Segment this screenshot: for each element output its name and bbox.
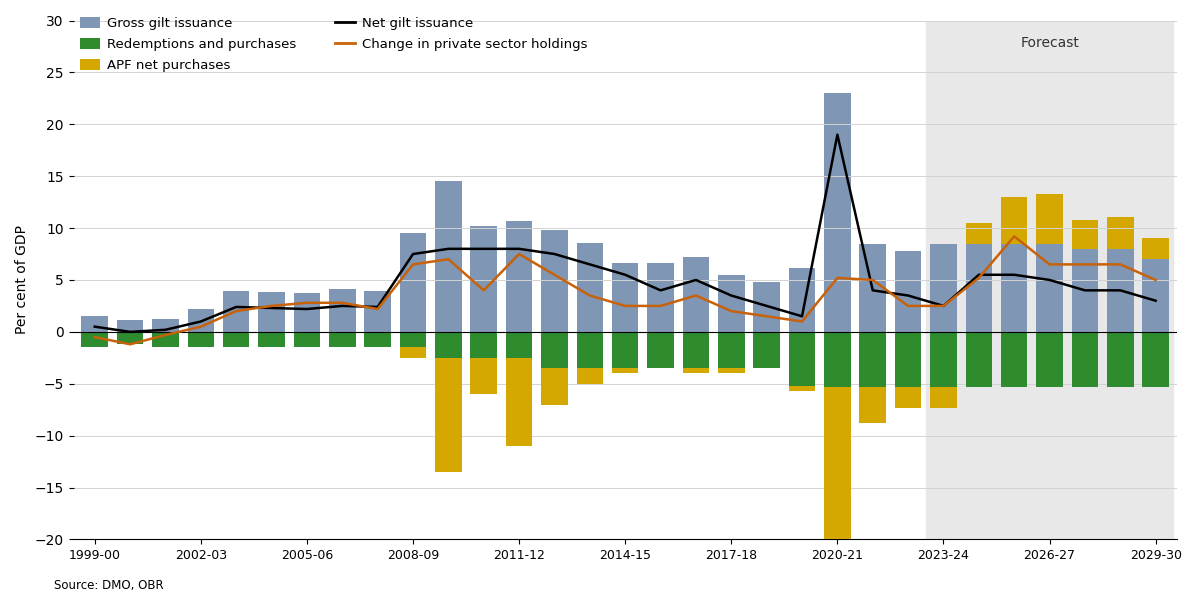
Bar	[1001, 243, 1027, 332]
Bar	[187, 332, 214, 347]
Bar	[718, 332, 744, 368]
Bar	[541, 230, 568, 332]
Bar	[859, 243, 886, 332]
Bar	[1072, 249, 1098, 332]
Bar	[82, 332, 108, 347]
Bar	[895, 251, 922, 332]
Bar	[859, 387, 886, 423]
Bar	[1108, 217, 1134, 249]
Bar	[1142, 239, 1169, 259]
Bar	[1108, 332, 1134, 387]
Bar	[258, 332, 284, 347]
Bar	[718, 368, 744, 374]
Bar	[966, 243, 992, 332]
Bar	[1108, 249, 1134, 332]
Bar	[754, 282, 780, 332]
Text: Source: DMO, OBR: Source: DMO, OBR	[54, 579, 163, 592]
Bar	[223, 292, 250, 332]
Bar	[541, 332, 568, 368]
Bar	[1072, 332, 1098, 387]
Bar	[223, 332, 250, 347]
Bar	[1001, 197, 1027, 243]
Y-axis label: Per cent of GDP: Per cent of GDP	[16, 226, 29, 334]
Bar	[1001, 332, 1027, 387]
Bar	[824, 332, 851, 387]
Bar	[576, 368, 604, 384]
Bar	[152, 332, 179, 347]
Bar	[824, 387, 851, 568]
Bar	[294, 332, 320, 347]
Bar	[470, 332, 497, 358]
Bar	[966, 332, 992, 387]
Bar	[1037, 332, 1063, 387]
Bar	[647, 332, 674, 368]
Bar	[576, 243, 604, 332]
Bar	[258, 292, 284, 332]
Bar	[436, 181, 462, 332]
Bar	[895, 332, 922, 387]
Bar	[930, 243, 956, 332]
Bar	[718, 275, 744, 332]
Bar	[152, 320, 179, 332]
Bar	[506, 358, 533, 446]
Bar	[400, 332, 426, 347]
Bar	[365, 332, 391, 347]
Bar	[329, 332, 355, 347]
Bar	[400, 233, 426, 332]
Bar	[1142, 259, 1169, 332]
Bar	[966, 223, 992, 243]
Bar	[895, 387, 922, 408]
Bar	[82, 317, 108, 332]
Bar	[506, 221, 533, 332]
Bar	[788, 268, 815, 332]
Bar	[788, 332, 815, 386]
Bar	[294, 293, 320, 332]
Legend: Gross gilt issuance, Redemptions and purchases, APF net purchases, Net gilt issu: Gross gilt issuance, Redemptions and pur…	[80, 17, 587, 71]
Bar	[859, 332, 886, 387]
Bar	[576, 332, 604, 368]
Bar	[683, 368, 709, 374]
Bar	[329, 289, 355, 332]
Bar	[470, 358, 497, 394]
Bar	[788, 386, 815, 391]
Bar	[1142, 332, 1169, 387]
Bar	[683, 257, 709, 332]
Bar	[1037, 243, 1063, 332]
Bar	[612, 264, 638, 332]
Bar	[612, 332, 638, 368]
Bar	[824, 93, 851, 332]
Bar	[436, 358, 462, 472]
Bar	[1037, 194, 1063, 243]
Bar	[647, 264, 674, 332]
Bar	[930, 387, 956, 408]
Bar	[506, 332, 533, 358]
Bar	[116, 332, 143, 345]
Bar	[541, 368, 568, 405]
Bar	[187, 309, 214, 332]
Bar	[470, 226, 497, 332]
Bar	[683, 332, 709, 368]
Bar	[926, 20, 1174, 540]
Text: Forecast: Forecast	[1020, 36, 1079, 50]
Bar	[436, 332, 462, 358]
Bar	[400, 347, 426, 358]
Bar	[612, 368, 638, 374]
Bar	[365, 292, 391, 332]
Bar	[116, 321, 143, 332]
Bar	[1072, 220, 1098, 249]
Bar	[754, 332, 780, 368]
Bar	[930, 332, 956, 387]
